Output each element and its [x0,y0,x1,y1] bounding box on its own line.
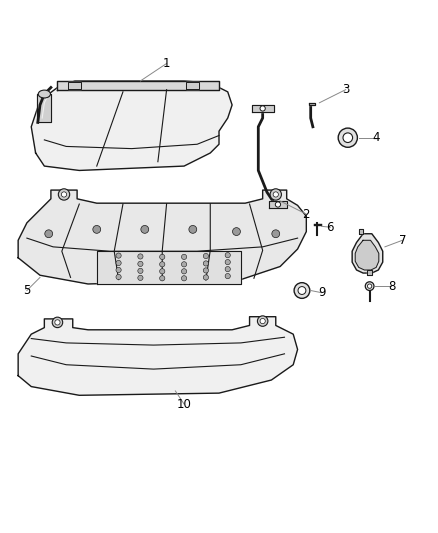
Polygon shape [68,82,81,89]
Text: 7: 7 [399,234,406,247]
Circle shape [61,192,67,197]
Polygon shape [367,270,372,275]
Circle shape [138,268,143,273]
Circle shape [203,268,208,273]
Text: 5: 5 [23,284,31,297]
Polygon shape [18,317,297,395]
Circle shape [270,189,282,200]
Text: 4: 4 [372,131,380,144]
Text: 6: 6 [327,221,334,233]
Circle shape [116,261,121,265]
Circle shape [138,275,143,280]
Circle shape [159,254,165,260]
Polygon shape [359,229,363,234]
Circle shape [55,320,60,325]
Circle shape [365,282,374,290]
Circle shape [343,133,353,142]
Circle shape [225,273,230,279]
Circle shape [338,128,357,147]
Circle shape [260,318,265,324]
Polygon shape [97,251,241,284]
Text: 8: 8 [388,280,395,293]
Circle shape [298,287,306,294]
Polygon shape [18,190,306,284]
Polygon shape [37,94,51,123]
Circle shape [116,274,121,280]
Circle shape [367,284,372,288]
Polygon shape [186,82,199,89]
Circle shape [203,253,208,259]
Polygon shape [355,240,379,270]
Circle shape [225,266,230,272]
Circle shape [260,106,265,111]
Polygon shape [352,234,383,273]
Circle shape [181,276,187,281]
Circle shape [141,225,149,233]
Circle shape [189,225,197,233]
Polygon shape [57,81,219,90]
Text: 1: 1 [163,57,170,70]
Circle shape [294,282,310,298]
Circle shape [93,225,101,233]
Text: 9: 9 [318,286,325,299]
Circle shape [233,228,240,236]
Circle shape [203,275,208,280]
Circle shape [181,254,187,260]
Circle shape [273,192,279,197]
Text: 2: 2 [303,208,310,221]
Circle shape [181,262,187,267]
Circle shape [276,202,281,207]
Circle shape [225,253,230,258]
Polygon shape [308,103,315,105]
Circle shape [138,261,143,266]
Circle shape [116,268,121,272]
Circle shape [272,230,280,238]
Polygon shape [31,81,232,171]
Circle shape [45,230,53,238]
Circle shape [58,189,70,200]
Polygon shape [269,201,287,207]
Circle shape [116,253,121,258]
Circle shape [225,260,230,265]
Circle shape [52,317,63,328]
Polygon shape [252,105,274,111]
Circle shape [258,316,268,326]
Circle shape [181,269,187,274]
Circle shape [159,262,165,267]
Circle shape [138,254,143,259]
Text: 3: 3 [342,83,349,96]
Circle shape [159,276,165,281]
Ellipse shape [38,90,50,98]
Text: 10: 10 [177,398,191,410]
Circle shape [203,261,208,266]
Circle shape [159,269,165,274]
